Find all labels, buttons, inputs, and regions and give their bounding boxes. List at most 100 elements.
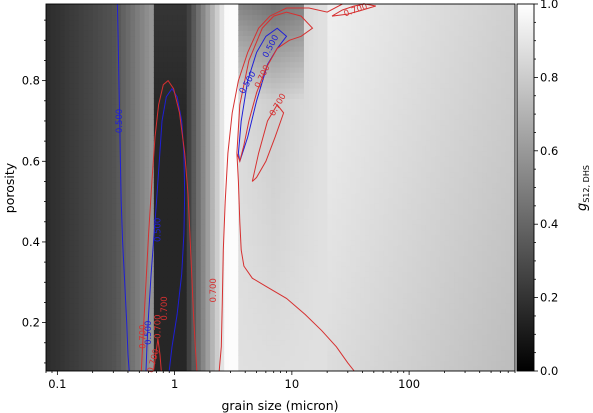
heatmap-cell	[60, 35, 66, 42]
heatmap-cell	[364, 108, 371, 115]
heatmap-cell	[374, 276, 380, 283]
heatmap-cell	[313, 187, 319, 194]
heatmap-cell	[369, 124, 375, 131]
heatmap-cell	[163, 103, 169, 110]
heatmap-cell	[360, 323, 366, 330]
heatmap-cell	[224, 61, 230, 68]
heatmap-cell	[144, 218, 150, 225]
heatmap-cell	[182, 365, 188, 371]
heatmap-cell	[374, 323, 380, 330]
heatmap-cell	[200, 45, 207, 52]
heatmap-cell	[74, 287, 80, 293]
heatmap-cell	[78, 93, 85, 99]
heatmap-cell	[92, 197, 99, 204]
heatmap-cell	[130, 234, 136, 241]
heatmap-cell	[191, 35, 197, 42]
heatmap-cell	[219, 182, 225, 189]
heatmap-cell	[275, 135, 282, 141]
heatmap-cell	[60, 229, 66, 236]
heatmap-cell	[144, 140, 150, 147]
heatmap-cell	[271, 308, 277, 314]
heatmap-cell	[228, 40, 235, 47]
heatmap-cell	[139, 145, 146, 152]
heatmap-cell	[106, 35, 113, 42]
heatmap-cell	[275, 129, 282, 136]
heatmap-cell	[374, 40, 380, 47]
heatmap-cell	[116, 135, 122, 141]
heatmap-cell	[83, 281, 89, 288]
heatmap-cell	[308, 182, 314, 189]
heatmap-cell	[355, 281, 361, 288]
heatmap-cell	[69, 129, 75, 136]
heatmap-cell	[224, 234, 230, 241]
heatmap-cell	[46, 224, 52, 231]
heatmap-cell	[139, 287, 146, 293]
heatmap-cell	[308, 35, 314, 42]
heatmap-cell	[214, 145, 221, 152]
heatmap-cell	[149, 103, 155, 110]
heatmap-cell	[318, 203, 324, 210]
heatmap-cell	[97, 72, 103, 78]
heatmap-cell	[332, 77, 338, 84]
heatmap-cell	[210, 271, 216, 278]
heatmap-cell	[242, 98, 249, 105]
heatmap-cell	[69, 313, 75, 320]
heatmap-cell	[378, 302, 385, 309]
heatmap-cell	[144, 66, 150, 73]
heatmap-cell	[252, 365, 258, 371]
heatmap-cell	[360, 229, 366, 236]
heatmap-cell	[257, 313, 263, 320]
heatmap-cell	[327, 334, 333, 341]
heatmap-cell	[172, 30, 178, 37]
heatmap-cell	[116, 182, 122, 189]
heatmap-cell	[177, 140, 183, 147]
heatmap-cell	[182, 103, 188, 110]
heatmap-cell	[360, 30, 366, 37]
heatmap-cell	[299, 360, 305, 367]
heatmap-cell	[266, 344, 272, 351]
heatmap-cell	[252, 72, 258, 78]
heatmap-cell	[163, 266, 169, 272]
heatmap-cell	[55, 135, 61, 141]
heatmap-cell	[177, 177, 183, 183]
heatmap-cell	[252, 156, 258, 162]
heatmap-cell	[214, 250, 221, 257]
heatmap-cell	[200, 166, 207, 173]
heatmap-cell	[322, 339, 328, 346]
heatmap-cell	[336, 224, 343, 231]
heatmap-cell	[69, 329, 75, 335]
heatmap-cell	[299, 150, 305, 157]
heatmap-cell	[360, 213, 366, 220]
heatmap-cell	[214, 260, 221, 267]
heatmap-cell	[374, 213, 380, 220]
heatmap-cell	[83, 77, 89, 84]
heatmap-cell	[191, 119, 197, 126]
heatmap-cell	[313, 287, 319, 293]
heatmap-cell	[318, 30, 324, 37]
heatmap-cell	[360, 218, 366, 225]
heatmap-cell	[200, 182, 207, 189]
heatmap-cell	[280, 56, 286, 63]
heatmap-cell	[182, 9, 188, 16]
heatmap-cell	[308, 14, 314, 21]
heatmap-cell	[210, 51, 216, 58]
heatmap-cell	[163, 161, 169, 168]
heatmap-cell	[182, 145, 188, 152]
heatmap-cell	[280, 82, 286, 89]
heatmap-cell	[50, 77, 56, 84]
heatmap-cell	[69, 140, 75, 147]
heatmap-cell	[289, 98, 296, 105]
heatmap-cell	[378, 318, 385, 325]
heatmap-cell	[158, 177, 164, 183]
heatmap-cell	[125, 51, 132, 58]
heatmap-cell	[266, 177, 272, 183]
heatmap-cell	[332, 350, 338, 356]
heatmap-cell	[172, 213, 178, 220]
heatmap-cell	[46, 344, 52, 351]
heatmap-cell	[69, 161, 75, 168]
heatmap-cell	[55, 234, 61, 241]
heatmap-cell	[308, 292, 314, 299]
heatmap-cell	[252, 4, 258, 10]
heatmap-cell	[224, 297, 230, 304]
heatmap-cell	[102, 276, 108, 283]
